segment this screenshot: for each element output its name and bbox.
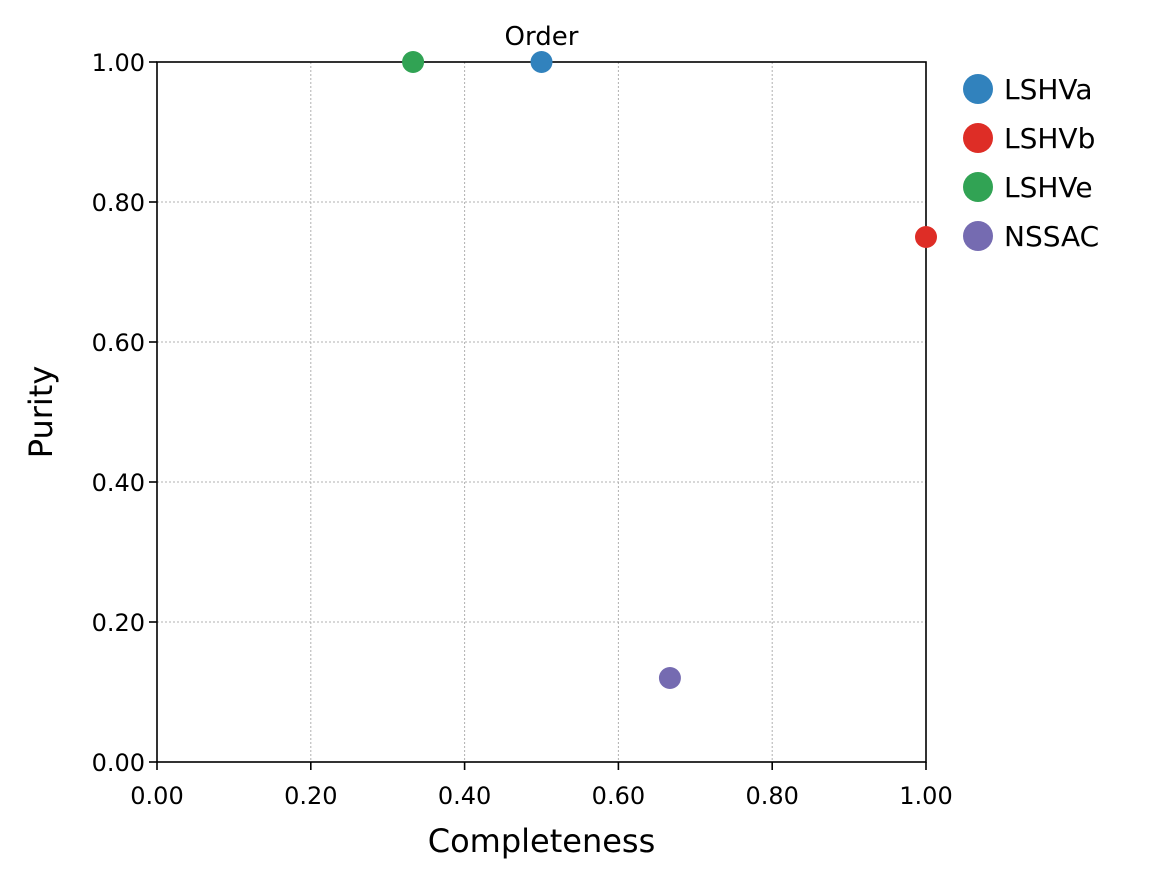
y-tick-label: 1.00 bbox=[92, 49, 145, 77]
x-tick-label: 1.00 bbox=[899, 782, 952, 810]
chart-title: Order bbox=[505, 22, 579, 52]
legend-marker bbox=[963, 221, 993, 251]
data-point-lshvb bbox=[915, 226, 937, 248]
y-tick-label: 0.40 bbox=[92, 469, 145, 497]
legend-item-lshva: LSHVa bbox=[963, 73, 1093, 106]
legend-item-lshvb: LSHVb bbox=[963, 122, 1095, 155]
data-point-lshva bbox=[530, 51, 553, 73]
legend-marker bbox=[963, 74, 993, 104]
legend-item-nssac: NSSAC bbox=[963, 220, 1099, 253]
y-tick-label: 0.60 bbox=[92, 329, 145, 357]
x-tick-label: 0.00 bbox=[130, 782, 183, 810]
legend-label: LSHVb bbox=[1004, 122, 1095, 155]
y-axis-label: Purity bbox=[22, 366, 60, 459]
legend-marker bbox=[963, 172, 993, 202]
data-point-nssac bbox=[658, 667, 681, 689]
x-tick-label: 0.80 bbox=[745, 782, 798, 810]
x-tick-label: 0.20 bbox=[284, 782, 337, 810]
point-layer bbox=[402, 51, 937, 689]
y-tick-label: 0.80 bbox=[92, 189, 145, 217]
data-point-lshve bbox=[402, 51, 425, 73]
legend: LSHVa LSHVb LSHVe NSSAC bbox=[963, 73, 1099, 253]
y-tick-label: 0.00 bbox=[92, 749, 145, 777]
legend-label: LSHVa bbox=[1004, 73, 1093, 106]
grid-layer bbox=[156, 61, 927, 763]
tick-layer: 0.00 0.20 0.40 0.60 0.80 1.00 0.00 0.20 0.40 0.60… bbox=[92, 49, 953, 810]
legend-label: NSSAC bbox=[1004, 220, 1099, 253]
x-tick-label: 0.40 bbox=[438, 782, 491, 810]
legend-marker bbox=[963, 123, 993, 153]
legend-item-lshve: LSHVe bbox=[963, 171, 1093, 204]
legend-label: LSHVe bbox=[1004, 171, 1093, 204]
x-tick-label: 0.60 bbox=[592, 782, 645, 810]
axes-frame bbox=[156, 61, 927, 763]
x-axis-label: Completeness bbox=[428, 822, 656, 860]
y-tick-label: 0.20 bbox=[92, 609, 145, 637]
